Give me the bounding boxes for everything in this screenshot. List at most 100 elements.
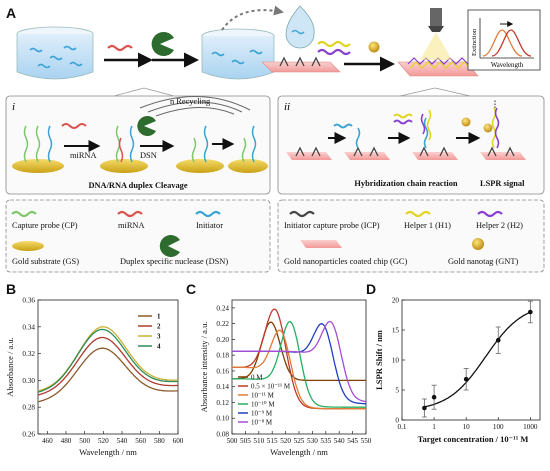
subpanel-label-i: i	[12, 101, 15, 113]
x-tick-label: 100	[493, 423, 504, 431]
beaker-2	[201, 28, 275, 80]
mirna-input-icon	[107, 44, 133, 52]
dsn-step-label: DSN	[140, 151, 157, 160]
x-tick-label: 1	[432, 423, 436, 431]
data-point-3	[495, 337, 501, 343]
y-tick-label: 0.26	[22, 431, 35, 439]
x-tick-label: 480	[61, 437, 72, 445]
droplet-icon	[285, 5, 315, 49]
dsn-input-icon	[151, 32, 174, 56]
x-tick-label: 540	[334, 437, 345, 445]
legend-right-2: Helper 2 (H2)	[476, 221, 523, 230]
extinction-label: Extinction	[471, 28, 478, 56]
panel-label-b: B	[6, 281, 16, 297]
panel-label-c: C	[186, 281, 196, 297]
gnt-input-icon	[368, 41, 380, 53]
legend-left-3: Gold substrate (GS)	[12, 257, 79, 266]
y-tick-label: 0.10	[216, 415, 229, 423]
recycling-label: n Recycling	[170, 97, 211, 106]
transfer-arrow	[221, 5, 284, 31]
x-axis-label: Wavelength / nm	[270, 447, 328, 457]
panel-label-a: A	[6, 5, 16, 21]
data-point-0	[422, 405, 427, 411]
y-tick-label: 0.08	[216, 431, 229, 439]
series-line-2	[232, 329, 366, 410]
legend-right-3: Gold nanoparticles coated chip (GC)	[284, 257, 407, 266]
y-tick-label: 15	[392, 327, 400, 335]
capture-probe-icon	[11, 210, 37, 218]
chart-c: 500 505 510 515 520 525 530 535 540 545 550 0.08 0.1…	[199, 299, 372, 457]
x-tick-label: 535	[320, 437, 331, 445]
gold-nanotag-icon	[472, 238, 484, 250]
series-line-1	[37, 336, 178, 396]
legend-label-1: 2	[157, 323, 161, 331]
initiator-icon	[195, 210, 221, 218]
legend-label-2: 3	[157, 333, 161, 341]
legend-label-2: 10⁻¹¹ M	[251, 392, 275, 400]
data-point-1	[431, 394, 437, 400]
series-line-3	[37, 328, 179, 393]
y-tick-label: 20	[392, 297, 400, 305]
y-axis-label: Absorbance intensity / a.u.	[199, 322, 209, 413]
subpanel-i: i miRNA DSN n Recycling	[5, 87, 271, 195]
legend-label-4: 10⁻⁹ M	[251, 410, 273, 418]
x-tick-label: 515	[267, 437, 278, 445]
y-tick-label: 0.16	[216, 367, 229, 375]
y-tick-label: 0.12	[216, 399, 229, 407]
x-axis-label: Wavelength / nm	[79, 447, 137, 457]
legend-right: Initiator capture probe (ICP) Helper 1 (…	[277, 199, 545, 273]
legend-right-0: Initiator capture probe (ICP)	[284, 221, 380, 230]
legend-label-0: 1	[157, 313, 161, 321]
lspr-signal-label: LSPR signal	[480, 179, 525, 188]
y-tick-label: 0.28	[22, 404, 35, 412]
series-line-3	[232, 320, 366, 408]
legend-right-4: Gold nanotag (GNT)	[448, 257, 518, 266]
x-tick-label: 510	[253, 437, 264, 445]
icp-icon	[289, 210, 315, 218]
series-line-0	[232, 321, 366, 382]
gold-substrate-icon	[12, 241, 44, 251]
legend-label-3: 4	[157, 343, 161, 351]
y-axis-label: Absorbance / a.u.	[5, 337, 15, 396]
x-tick-label: 525	[294, 437, 305, 445]
series-line-5	[232, 320, 367, 403]
x-axis-label: Target concentration / 10⁻¹¹ M	[418, 434, 529, 444]
legend-left-4: Duplex specific nuclease (DSN)	[120, 257, 228, 266]
y-tick-label: 0.32	[22, 350, 35, 358]
x-tick-label: 520	[280, 437, 291, 445]
dsn-icon	[159, 235, 180, 257]
beaker-1	[16, 26, 94, 80]
helper2-input-icon	[317, 48, 351, 56]
mirna-icon	[117, 210, 143, 218]
spectrometer-icon	[430, 8, 442, 26]
x-tick-label: 550	[361, 437, 372, 445]
y-tick-label: 5	[395, 387, 399, 395]
chart-d: 0.1 1 10 100 1000 0 5 10 15 20 Target concentratio…	[374, 297, 541, 444]
x-tick-label: 540	[117, 437, 128, 445]
legend-left: Capture probe (CP) miRNA Initiator Gold …	[5, 199, 271, 273]
x-tick-label: 0.1	[398, 423, 407, 431]
legend-left-2: Initiator	[196, 221, 223, 230]
y-tick-label: 0.22	[216, 320, 229, 328]
y-tick-label: 0.30	[22, 377, 35, 385]
x-tick-label: 600	[173, 437, 184, 445]
x-tick-label: 560	[135, 437, 146, 445]
helper1-icon	[405, 210, 431, 218]
x-tick-label: 10	[463, 423, 471, 431]
y-tick-label: 0	[395, 417, 399, 425]
y-tick-label: 0.18	[216, 352, 229, 360]
legend-right-1: Helper 1 (H1)	[404, 221, 451, 230]
x-tick-label: 505	[240, 437, 251, 445]
x-tick-label: 500	[227, 437, 238, 445]
y-tick-label: 0.24	[216, 304, 229, 312]
subpanel-ii: ii Hybridization chain reaction LSPR sig…	[277, 87, 545, 195]
x-tick-label: 460	[42, 437, 53, 445]
legend-left-0: Capture probe (CP)	[12, 221, 78, 230]
mirna-step-label: miRNA	[70, 151, 97, 160]
legend-left-1: miRNA	[118, 221, 145, 230]
data-point-4	[528, 309, 533, 315]
x-tick-label: 1000	[523, 423, 538, 431]
x-tick-label: 580	[154, 437, 165, 445]
y-tick-label: 0.20	[216, 336, 229, 344]
